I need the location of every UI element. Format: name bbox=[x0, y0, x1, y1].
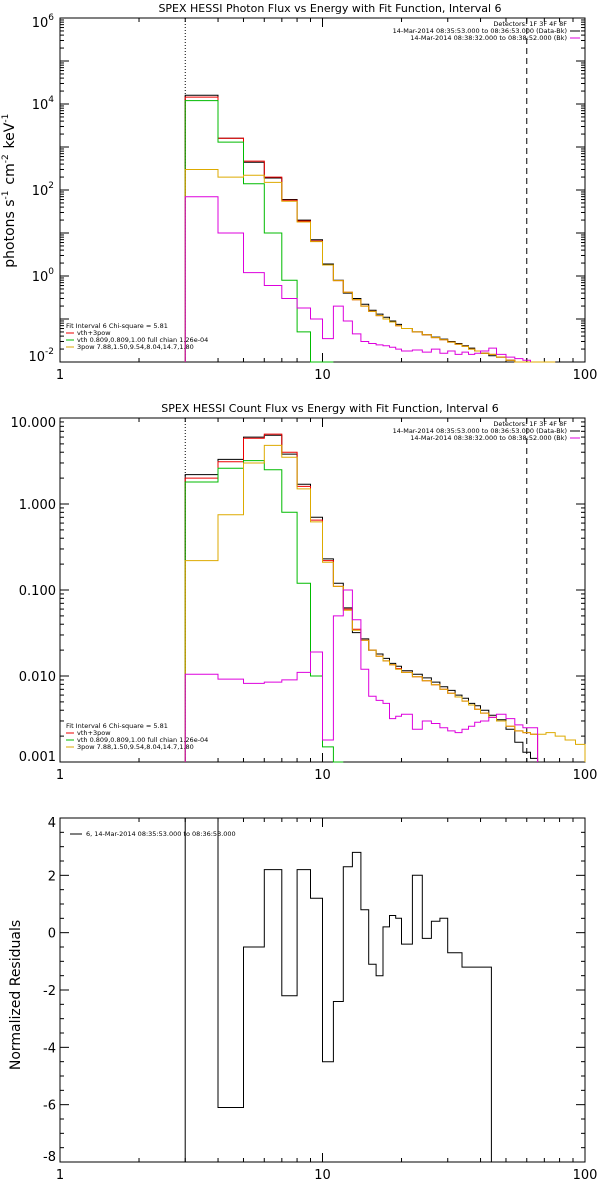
x-tick-label: 100 bbox=[573, 368, 598, 383]
x-tick-label: 100 bbox=[573, 768, 598, 783]
y-label-exponent: -2 bbox=[1, 154, 11, 163]
photon-flux-panel: SPEX HESSI Photon Flux vs Energy with Fi… bbox=[1, 2, 597, 383]
residuals-y-axis-label: Normalized Residuals bbox=[8, 920, 24, 1070]
y-tick-exponent: 6 bbox=[48, 13, 54, 23]
y-tick-label: -4 bbox=[43, 1041, 56, 1056]
y-label-part: keV bbox=[2, 122, 18, 153]
y-tick-label: -2 bbox=[43, 984, 56, 999]
series-bk bbox=[184, 196, 531, 362]
y-tick-label: 2 bbox=[48, 869, 56, 884]
y-label-part: photons s bbox=[2, 199, 18, 267]
x-tick-label: 10 bbox=[314, 1168, 331, 1183]
y-tick-label: 4 bbox=[48, 816, 56, 831]
y-label-exponent: -1 bbox=[1, 114, 11, 123]
y-tick-label: 1.000 bbox=[19, 498, 56, 513]
y-tick-exponent: -2 bbox=[45, 347, 54, 357]
series-3pow bbox=[184, 169, 556, 363]
legend-entry: Fit Interval 6 Chi-square = 5.81 bbox=[66, 722, 168, 730]
legend-entry: vth 0.809,0.809,1.00 full chian 1.26e-04 bbox=[77, 336, 208, 344]
legend-entry: Detectors: 1F 3F 4F 8F bbox=[493, 20, 567, 28]
residuals-panel: Normalized Residuals 1 10 100 4 2 0 -2 -4 -6 -8 6,… bbox=[8, 816, 597, 1183]
y-label-exponent: -1 bbox=[1, 190, 11, 199]
y-tick-label: -6 bbox=[43, 1099, 56, 1114]
y-tick-label: 0.010 bbox=[19, 670, 56, 685]
photon-y-axis-label: photons s-1 cm-2 keV-1 bbox=[1, 112, 18, 268]
x-tick-label: 1 bbox=[56, 1168, 64, 1183]
y-tick-label: -8 bbox=[43, 1150, 56, 1165]
x-tick-label: 1 bbox=[56, 768, 64, 783]
x-tick-label: 10 bbox=[314, 368, 331, 383]
y-label-part bbox=[2, 112, 18, 113]
x-tick-label: 100 bbox=[573, 1168, 598, 1183]
y-tick-exponent: 4 bbox=[48, 95, 54, 105]
y-tick-exponent: 2 bbox=[48, 181, 54, 191]
legend-entry: 6, 14-Mar-2014 08:35:53.000 to 08:36:53.… bbox=[86, 830, 236, 838]
series-3pow bbox=[184, 444, 586, 762]
series-vth bbox=[184, 460, 344, 763]
y-tick-exponent: 0 bbox=[48, 267, 54, 277]
x-tick-label: 1 bbox=[56, 368, 64, 383]
legend-entry: 3pow 7.88,1.50,9.54,8.04,14.7,1.80 bbox=[77, 743, 194, 751]
series-6-14-mar-2014-08-35-53-000-to-08-36-53-000 bbox=[184, 817, 492, 1162]
y-tick-label: 0 bbox=[48, 927, 56, 942]
legend-entry: vth+3pow bbox=[77, 329, 111, 337]
y-label-part: cm bbox=[2, 163, 18, 189]
legend-entry: 3pow 7.88,1.50,9.54,8.04,14.7,1.80 bbox=[77, 343, 194, 351]
y-tick-label: 0.001 bbox=[19, 750, 56, 765]
photon-flux-title: SPEX HESSI Photon Flux vs Energy with Fi… bbox=[158, 2, 501, 15]
y-tick-label: 0.100 bbox=[19, 584, 56, 599]
legend-entry: Fit Interval 6 Chi-square = 5.81 bbox=[66, 322, 168, 330]
series-bk bbox=[184, 589, 539, 762]
legend-entry: vth+3pow bbox=[77, 729, 111, 737]
legend-entry: Detectors: 1F 3F 4F 8F bbox=[493, 420, 567, 428]
legend-entry: 14-Mar-2014 08:35:53.000 to 08:36:53.000… bbox=[393, 427, 567, 435]
legend-entry: 14-Mar-2014 08:38:32.000 to 08:38:52.000… bbox=[410, 34, 567, 42]
legend-entry: 14-Mar-2014 08:35:53.000 to 08:36:53.000… bbox=[393, 27, 567, 35]
count-flux-title: SPEX HESSI Count Flux vs Energy with Fit… bbox=[161, 402, 498, 415]
y-tick-label: 10.000 bbox=[11, 416, 57, 431]
count-flux-panel: SPEX HESSI Count Flux vs Energy with Fit… bbox=[11, 402, 598, 783]
legend-entry: vth 0.809,0.809,1.00 full chian 1.26e-04 bbox=[77, 736, 208, 744]
x-tick-label: 10 bbox=[314, 768, 331, 783]
legend-entry: 14-Mar-2014 08:38:32.000 to 08:38:52.000… bbox=[410, 434, 567, 442]
series-vth bbox=[184, 100, 334, 363]
